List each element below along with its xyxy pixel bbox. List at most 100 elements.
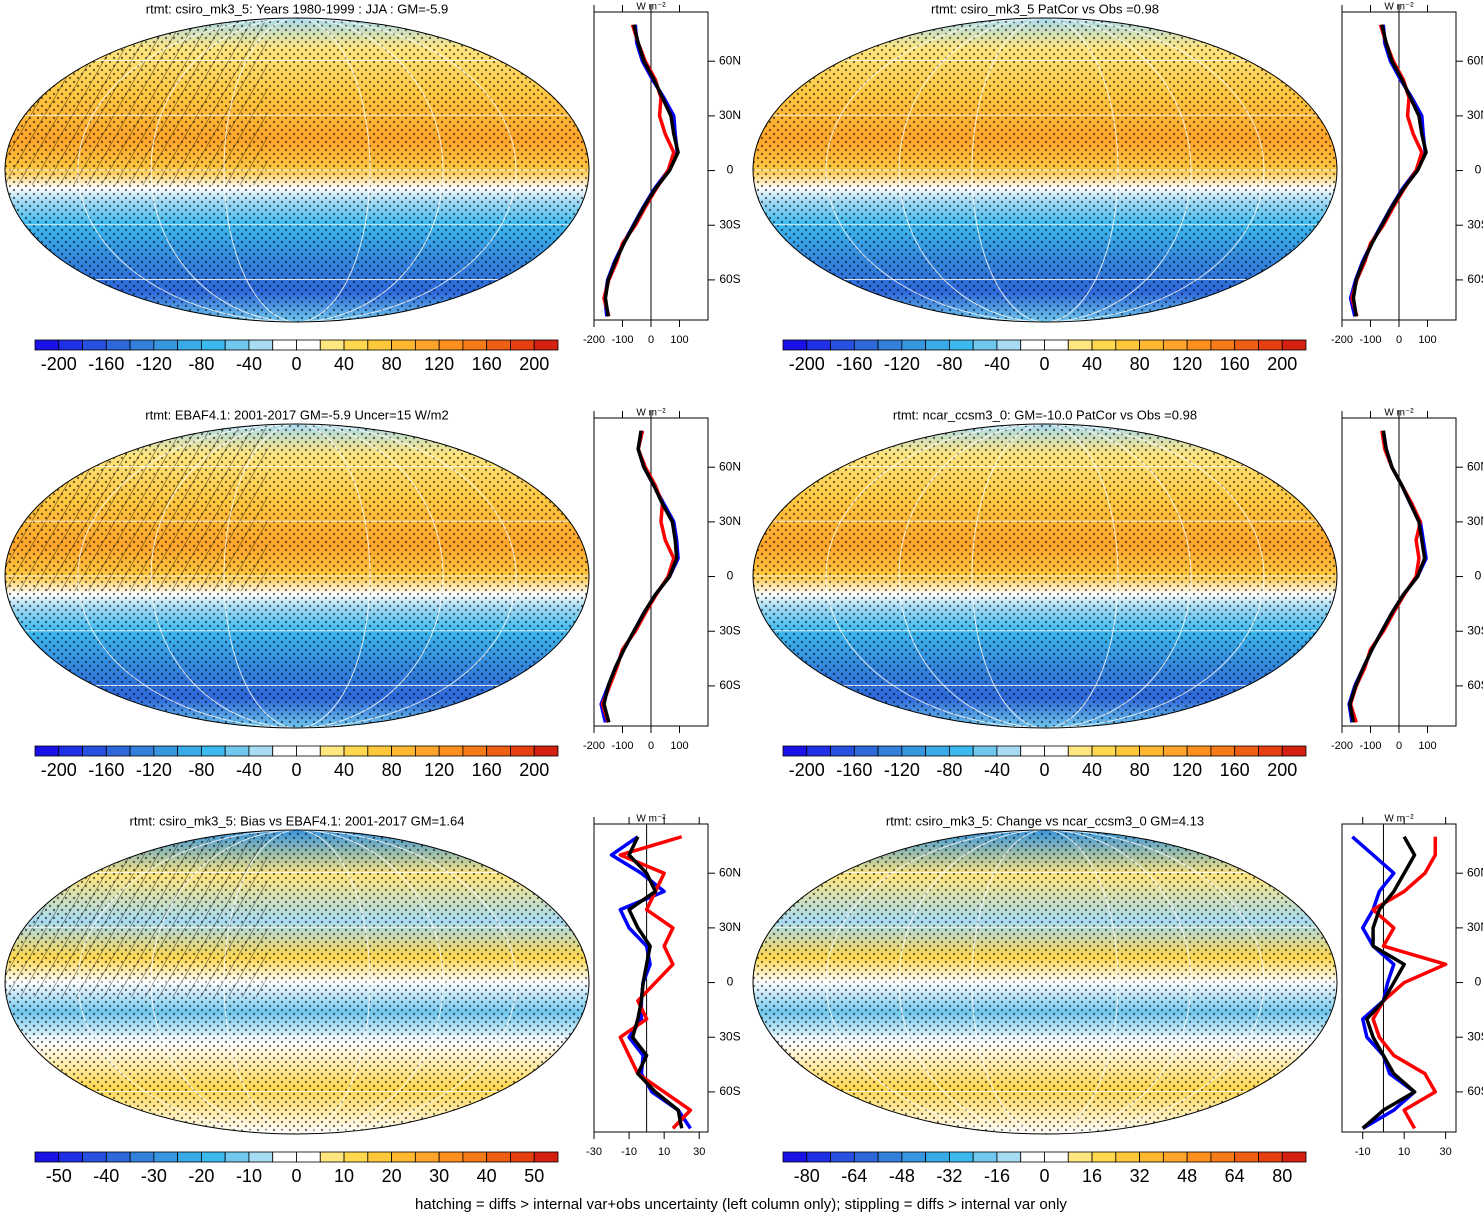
colorbar-label: -160: [88, 760, 124, 780]
colorbar-box: [319, 339, 345, 351]
colorbar-label: -64: [841, 1166, 867, 1186]
map: [753, 18, 1337, 322]
colorbar-label: -16: [984, 1166, 1010, 1186]
colorbar-box: [853, 339, 879, 351]
profile-line: [602, 430, 679, 723]
colorbar-box: [996, 339, 1022, 351]
colorbar-label: 30: [429, 1166, 449, 1186]
colorbar-label: -160: [836, 760, 872, 780]
colorbar-label: -80: [188, 760, 214, 780]
colorbar-box: [782, 745, 808, 757]
colorbar-box: [105, 339, 131, 351]
profile-line: [1350, 24, 1424, 317]
colorbar-box: [462, 339, 488, 351]
colorbar-label: 160: [1220, 354, 1250, 374]
map: [5, 18, 589, 322]
colorbar-box: [1044, 1151, 1069, 1163]
y-tick-label: 60S: [719, 272, 740, 286]
y-tick-label: 0: [727, 975, 734, 989]
graticule: [223, 424, 371, 728]
colorbar-box: [1210, 745, 1236, 757]
colorbar-box: [177, 339, 202, 351]
colorbar-box: [1139, 745, 1164, 757]
x-tick-label: 100: [670, 740, 688, 752]
profile-xlabel: W m⁻²: [1384, 814, 1414, 825]
x-tick-label: 100: [1418, 740, 1436, 752]
colorbar-box: [1091, 745, 1117, 757]
colorbar-box: [1139, 339, 1164, 351]
x-tick-label: 0: [648, 740, 654, 752]
colorbar-box: [830, 1151, 855, 1163]
colorbar-box: [272, 1151, 297, 1163]
profile-line: [1348, 430, 1427, 723]
colorbar-box: [1091, 1151, 1117, 1163]
colorbar-box: [1139, 1151, 1164, 1163]
colorbar-box: [806, 1151, 831, 1163]
colorbar-label: -40: [93, 1166, 119, 1186]
y-tick-label: 30N: [719, 108, 741, 122]
colorbar-label: 0: [291, 354, 301, 374]
colorbar-box: [996, 1151, 1022, 1163]
colorbar-box: [1044, 745, 1069, 757]
y-tick-label: 0: [1475, 975, 1482, 989]
profile-line: [1351, 835, 1417, 1130]
colorbar-box: [414, 339, 440, 351]
graticule: [825, 18, 1265, 322]
colorbar-box: [830, 339, 855, 351]
colorbar-box: [129, 1151, 155, 1163]
x-tick-label: -100: [611, 740, 633, 752]
colorbar-box: [1258, 339, 1283, 351]
colorbar-label: -200: [41, 760, 77, 780]
colorbar-box: [1234, 1151, 1259, 1163]
colorbar-box: [391, 1151, 416, 1163]
colorbar-box: [296, 339, 321, 351]
x-tick-label: -10: [621, 1146, 637, 1158]
colorbar-box: [1281, 745, 1307, 757]
graticule: [971, 18, 1119, 322]
x-tick-label: 100: [670, 334, 688, 346]
graticule: [825, 424, 1265, 728]
colorbar-label: -80: [794, 1166, 820, 1186]
graticule: [150, 830, 444, 1134]
colorbar-box: [1186, 339, 1212, 351]
colorbar-label: 120: [1172, 354, 1202, 374]
colorbar-box: [58, 745, 83, 757]
colorbar-box: [438, 745, 464, 757]
y-tick-label: 30N: [1467, 514, 1483, 528]
colorbar-label: 200: [519, 354, 549, 374]
colorbar-label: 160: [1220, 760, 1250, 780]
colorbar-label: 80: [1130, 354, 1150, 374]
y-tick-label: 0: [727, 569, 734, 583]
colorbar-box: [1234, 339, 1259, 351]
y-tick-label: 30S: [1467, 1029, 1483, 1043]
colorbar-label: -32: [936, 1166, 962, 1186]
colorbar-box: [510, 339, 535, 351]
colorbar-box: [996, 745, 1022, 757]
colorbar-box: [533, 339, 559, 351]
colorbar-label: 40: [1082, 354, 1102, 374]
colorbar-box: [901, 1151, 927, 1163]
colorbar-box: [391, 339, 416, 351]
colorbar-label: -160: [88, 354, 124, 374]
colorbar-label: -120: [884, 760, 920, 780]
map-border: [4, 829, 590, 1135]
colorbar-box: [367, 339, 392, 351]
map: [5, 830, 589, 1134]
graticule: [77, 424, 517, 728]
graticule: [150, 424, 444, 728]
y-tick-label: 60N: [1467, 53, 1483, 67]
colorbar-box: [510, 1151, 535, 1163]
colorbar-box: [58, 339, 83, 351]
colorbar-box: [1162, 745, 1188, 757]
y-tick-label: 30S: [719, 1029, 740, 1043]
colorbar-box: [1115, 745, 1140, 757]
colorbar-box: [34, 745, 60, 757]
colorbar-label: -200: [41, 354, 77, 374]
colorbar-label: 40: [334, 354, 354, 374]
x-tick-label: 0: [1396, 740, 1402, 752]
graticule: [898, 830, 1192, 1134]
profile-frame: [1341, 823, 1457, 1133]
y-tick-label: 60S: [719, 1084, 740, 1098]
colorbar-box: [510, 745, 535, 757]
colorbar-label: 200: [1267, 354, 1297, 374]
